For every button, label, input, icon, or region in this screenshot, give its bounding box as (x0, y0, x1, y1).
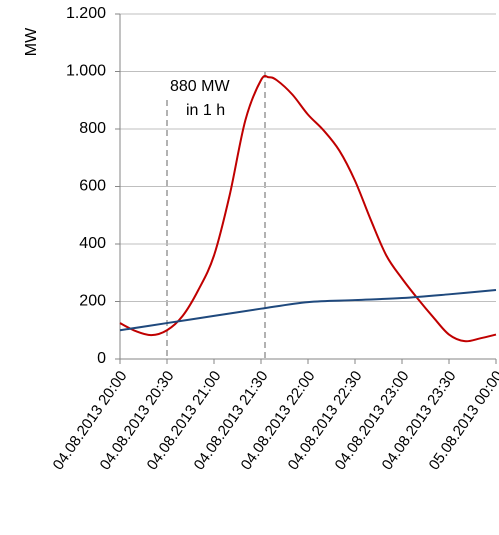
y-tick-label: 200 (79, 293, 106, 310)
y-tick-label: 800 (79, 120, 106, 137)
y-tick-label: 1.200 (66, 5, 106, 22)
series-line (119, 74, 497, 343)
annotation: in 1 h (186, 102, 225, 119)
y-tick-label: 600 (79, 178, 106, 195)
series-line (119, 289, 497, 332)
y-tick-label: 0 (97, 350, 106, 367)
y-tick-label: 1.000 (66, 63, 106, 80)
y-axis-label: MW (23, 27, 40, 56)
y-tick-label: 400 (79, 235, 106, 252)
annotation: 880 MW (170, 78, 230, 95)
